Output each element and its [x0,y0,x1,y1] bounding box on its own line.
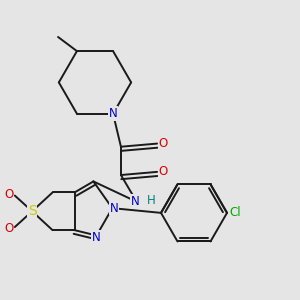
Text: N: N [92,231,101,244]
Text: O: O [159,165,168,178]
Text: H: H [146,194,155,207]
Text: S: S [28,204,37,218]
Text: N: N [109,107,117,120]
Text: N: N [110,202,118,215]
Text: O: O [4,222,13,235]
Text: O: O [159,137,168,150]
Text: O: O [4,188,13,200]
Text: Cl: Cl [229,206,241,219]
Text: N: N [131,195,140,208]
